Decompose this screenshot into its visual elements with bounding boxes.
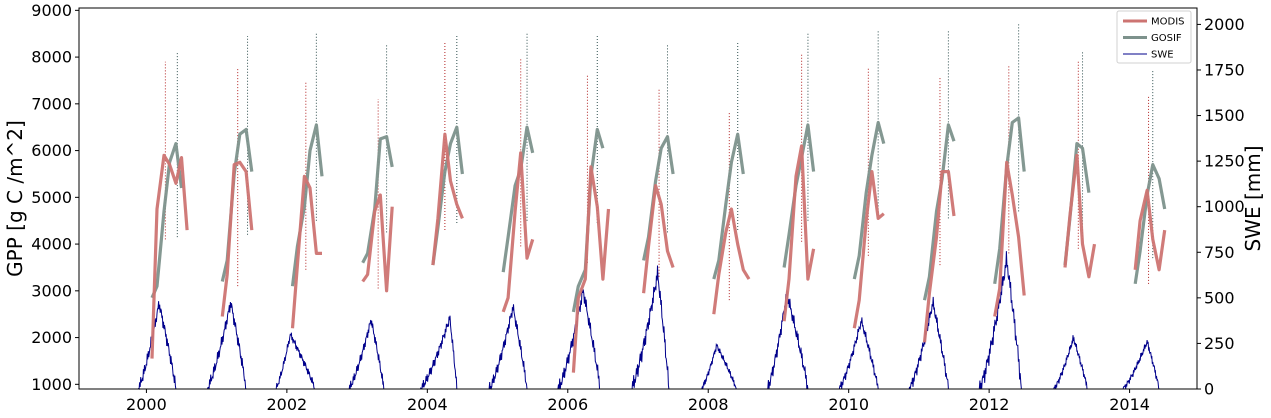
gosif-season-2012 (993, 116, 1026, 285)
x-tick-label-2008: 2008 (688, 395, 729, 414)
y-right-tick-label-1500: 1500 (1204, 106, 1245, 125)
legend-label-modis: MODIS (1151, 17, 1185, 28)
modis-season-2005 (501, 151, 535, 313)
gosif-season-2008 (712, 132, 745, 280)
y-left-tick-label-5000: 5000 (31, 188, 72, 207)
modis-season-2012 (993, 160, 1026, 317)
swe-series (137, 251, 1160, 390)
plot-frame (78, 7, 1198, 390)
y-left-tick-label-9000: 9000 (31, 1, 72, 20)
y-right-tick-label-1750: 1750 (1204, 60, 1245, 79)
modis-series (150, 132, 1167, 373)
swe-season-2011 (908, 296, 949, 390)
legend-box (1116, 10, 1192, 64)
y-right-tick-label-250: 250 (1204, 334, 1235, 353)
x-tick-label-2010: 2010 (828, 395, 869, 414)
x-tick-label-2012: 2012 (969, 395, 1010, 414)
y-axis-left-label: GPP [g C /m^2] (3, 120, 27, 277)
y-left-tick-label-4000: 4000 (31, 235, 72, 254)
y-left-tick-label-2000: 2000 (31, 328, 72, 347)
y-axis-right: 0 250 500 750 1000 1250 1500 1750 2000 (1197, 15, 1245, 399)
swe-season-2002 (275, 332, 315, 390)
x-tick-label-2002: 2002 (267, 395, 308, 414)
gosif-season-2000 (150, 142, 184, 299)
modis-season-2007 (642, 184, 675, 294)
y-left-tick-label-7000: 7000 (31, 94, 72, 113)
swe-season-2007 (631, 265, 670, 390)
modis-season-2014 (1133, 188, 1167, 272)
gosif-season-2014 (1133, 163, 1167, 285)
y-axis-left: 1000 2000 3000 4000 5000 6000 7000 8000 9000 (31, 1, 79, 394)
y-axis-right-label: SWE [mm] (1241, 145, 1265, 251)
swe-season-2008 (701, 342, 737, 390)
legend: MODIS GOSIF SWE (1116, 10, 1192, 64)
x-tick-label-2006: 2006 (547, 395, 588, 414)
y-left-tick-label-3000: 3000 (31, 281, 72, 300)
modis-season-2003 (361, 193, 394, 293)
modis-season-2009 (782, 144, 816, 322)
y-right-tick-label-750: 750 (1204, 243, 1235, 262)
swe-season-2003 (348, 319, 385, 390)
x-tick-label-2000: 2000 (126, 395, 167, 414)
y-right-tick-label-1000: 1000 (1204, 197, 1245, 216)
x-axis: 2000 2002 2004 2006 2008 2010 2012 2014 (126, 389, 1150, 414)
modis-season-2006 (571, 165, 611, 373)
gosif-season-2003 (361, 135, 394, 264)
modis-season-2010 (852, 170, 885, 329)
swe-season-2005 (488, 304, 528, 390)
y-left-tick-label-8000: 8000 (31, 48, 72, 67)
x-tick-label-2004: 2004 (407, 395, 448, 414)
gosif-season-2010 (852, 120, 886, 280)
swe-season-2014 (1122, 340, 1160, 390)
swe-season-2013 (1053, 335, 1088, 390)
swe-season-2012 (978, 251, 1022, 390)
legend-label-gosif: GOSIF (1151, 33, 1182, 44)
y-left-tick-label-1000: 1000 (31, 375, 72, 394)
y-right-tick-label-0: 0 (1204, 380, 1214, 399)
swe-season-2001 (206, 301, 247, 390)
x-tick-label-2014: 2014 (1109, 395, 1150, 414)
swe-season-2010 (838, 317, 879, 390)
legend-label-swe: SWE (1151, 50, 1174, 61)
swe-season-2004 (419, 315, 458, 390)
modis-season-2004 (431, 132, 464, 266)
swe-season-2000 (137, 301, 177, 390)
modis-season-2013 (1063, 153, 1097, 279)
modis-season-2000 (150, 153, 189, 359)
modis-season-2008 (712, 207, 751, 315)
modis-season-2002 (290, 174, 322, 329)
y-right-tick-label-1250: 1250 (1204, 152, 1245, 171)
y-right-tick-label-500: 500 (1204, 288, 1235, 307)
modis-season-2001 (220, 160, 254, 317)
gosif-season-2009 (782, 123, 816, 268)
y-right-tick-label-2000: 2000 (1204, 15, 1245, 34)
y-left-tick-label-6000: 6000 (31, 141, 72, 160)
modis-season-2011 (922, 170, 956, 343)
